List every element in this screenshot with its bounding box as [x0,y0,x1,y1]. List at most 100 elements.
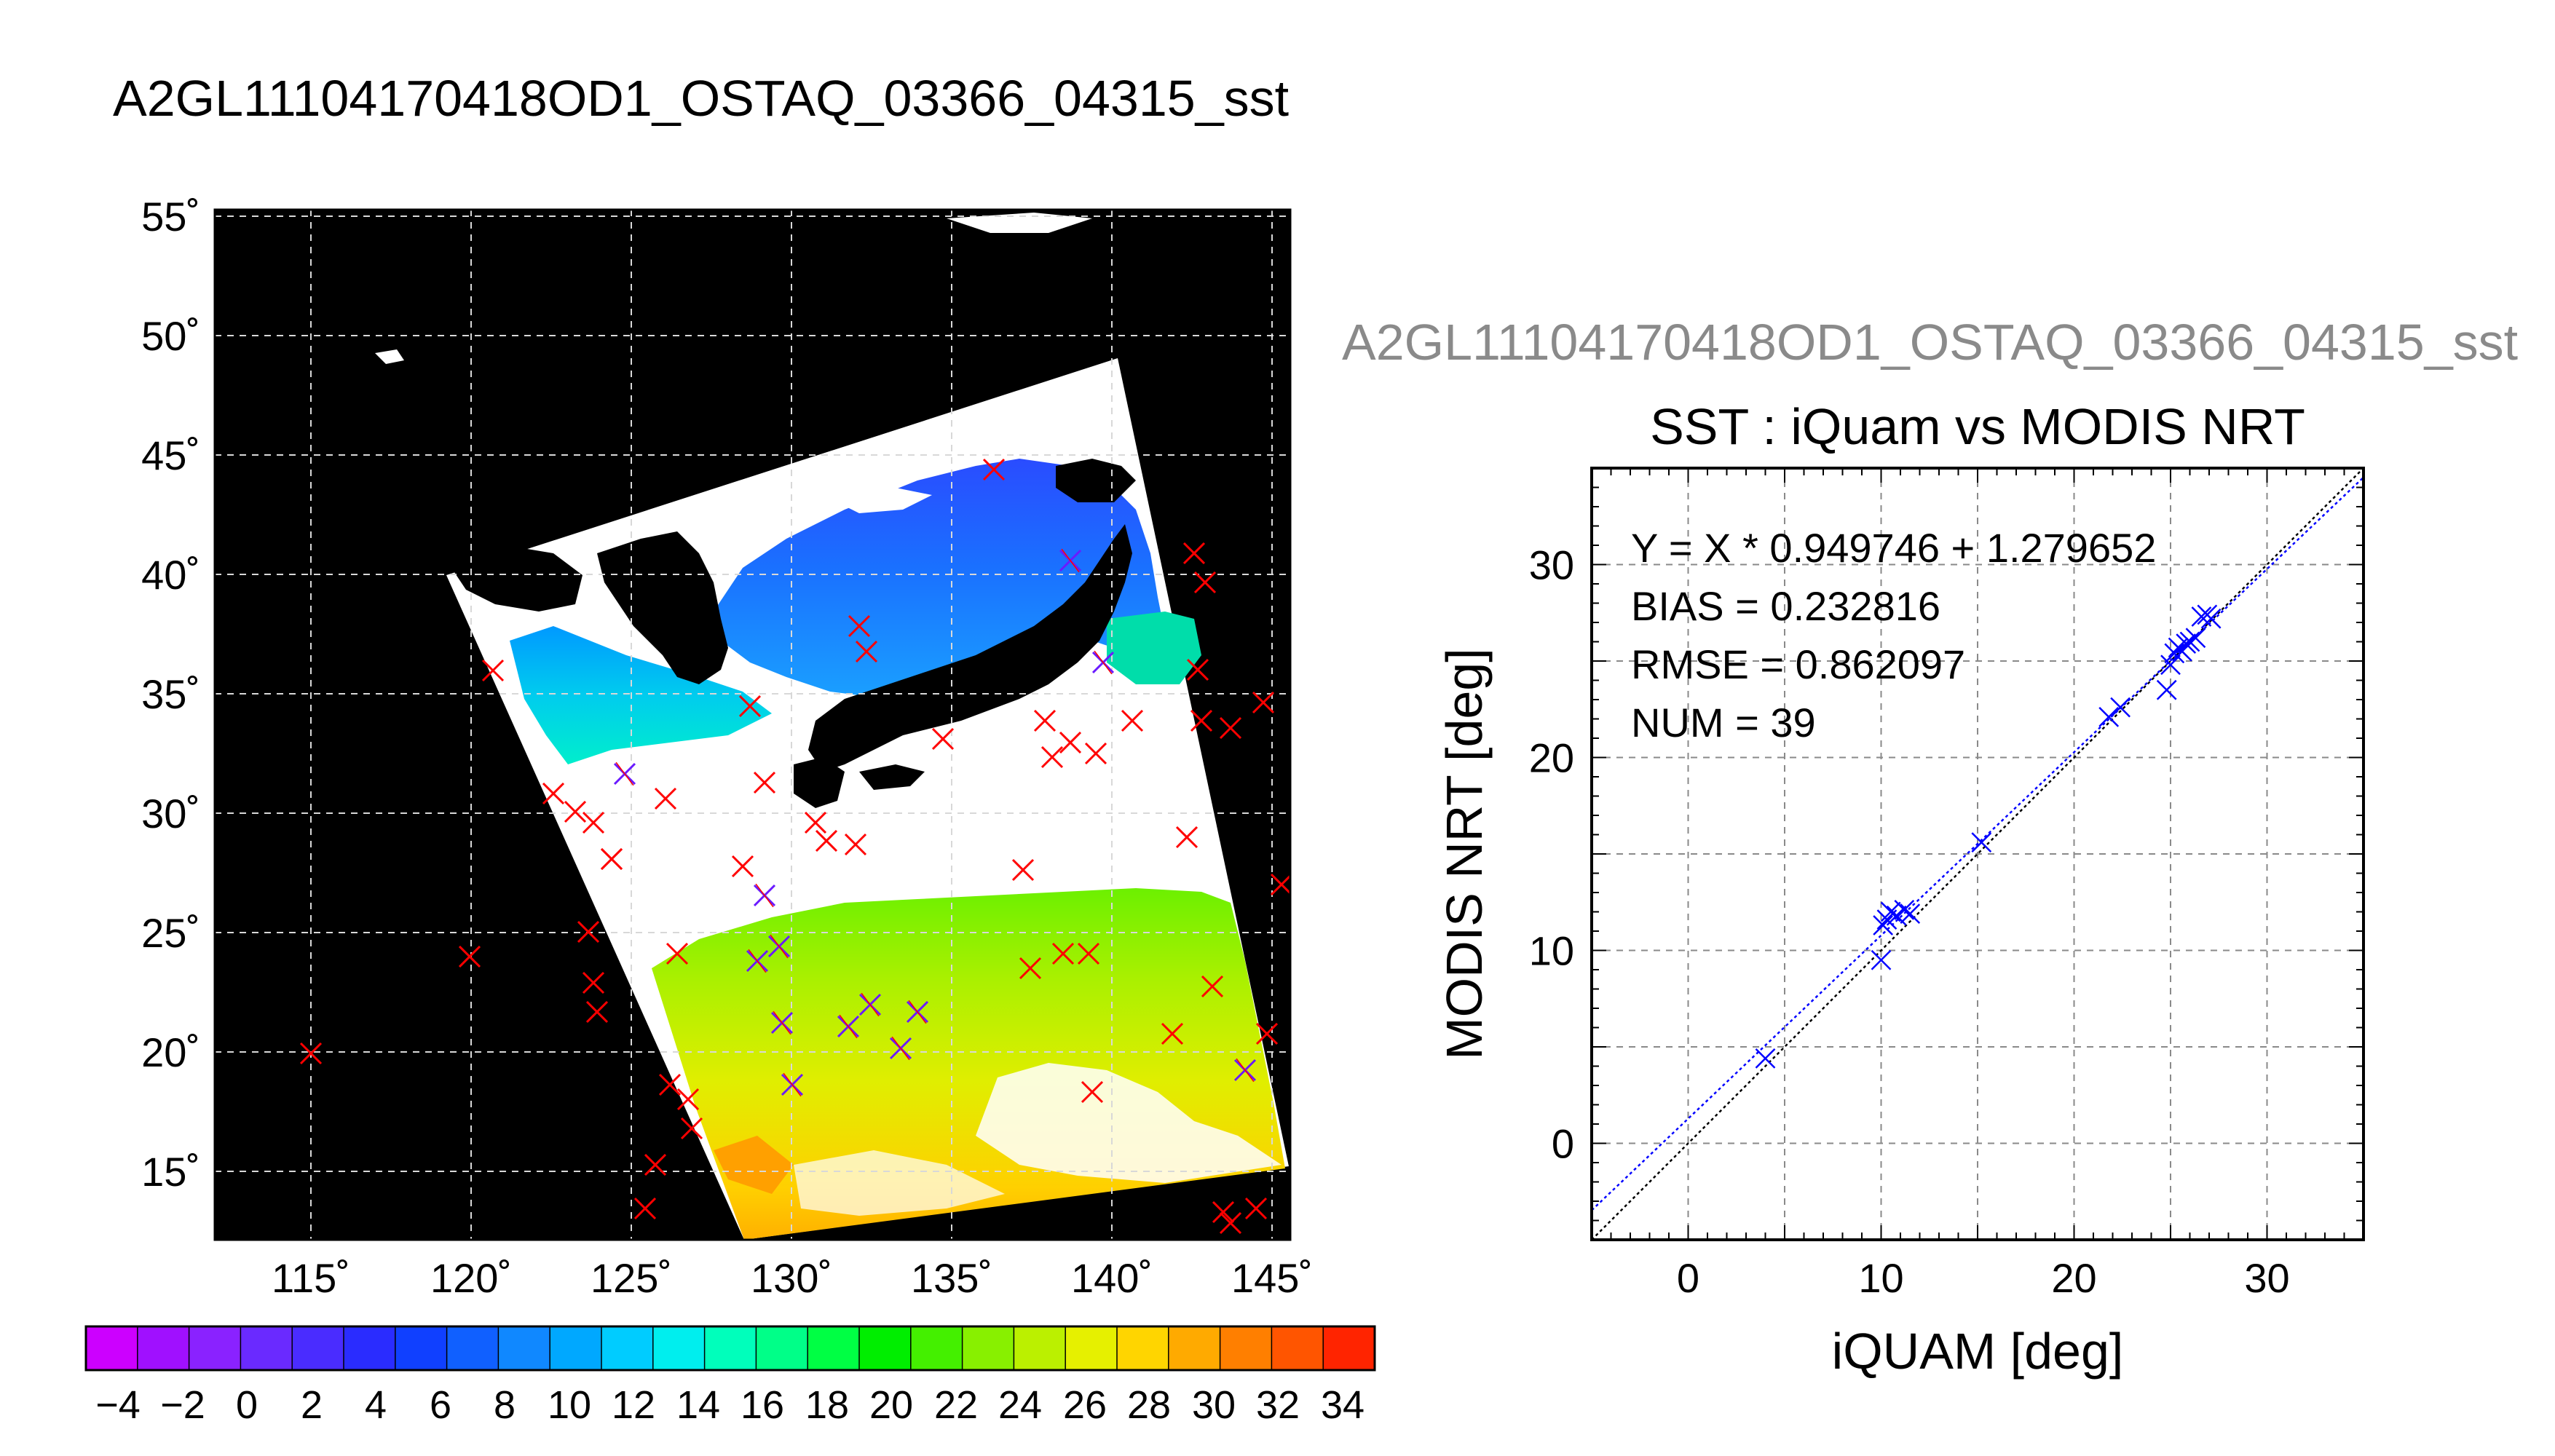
colorbar-cell [756,1326,808,1370]
colorbar-cell [240,1326,293,1370]
station-marker [564,800,587,823]
land-korea [597,531,728,684]
land-kyushu [794,757,845,808]
colorbar-cell [395,1326,448,1370]
colorbar-tick-label: 26 [1063,1383,1107,1427]
station-marker [837,1014,860,1039]
station-marker [582,971,605,994]
station-marker [731,855,754,878]
identity-line [1592,468,2364,1240]
lon-tick-label: 140˚ [1071,1255,1153,1301]
map-grid [215,210,1290,1240]
colorbar-cell [189,1326,241,1370]
data-point [2098,706,2120,727]
station-marker [633,1197,657,1220]
colorbar-tick-label: 34 [1321,1383,1365,1427]
station-marker [658,1073,682,1096]
station-marker [676,1088,700,1111]
station-marker [1059,548,1082,573]
lat-tick-label: 55˚ [141,194,200,240]
colorbar-tick-label: −2 [160,1383,205,1427]
data-point [2156,679,2177,700]
station-marker [613,761,636,786]
station-marker [1081,1080,1104,1104]
station-marker [855,640,878,663]
x-tick-label: 20 [2051,1255,2096,1301]
colorbar-tick-label: −4 [95,1383,141,1427]
north-cloud-2 [375,349,404,364]
colorbar-cell [86,1326,138,1370]
station-marker [1233,1058,1257,1083]
station-marker [1190,709,1213,732]
station-marker [1161,1022,1184,1045]
data-point [1894,899,1915,920]
map-frame [213,208,1292,1241]
lon-tick-label: 125˚ [591,1255,672,1301]
station-marker [1051,942,1075,965]
data-points [1755,604,2222,1069]
station-marker [781,1072,804,1097]
north-cloud-1 [947,213,1092,233]
y-tick-label: 20 [1529,735,1574,781]
lat-axis: 55˚ 50˚ 45˚ 40˚ 35˚ 30˚ 25˚ 20˚ 15˚ [141,194,200,1195]
station-marker [1252,691,1275,714]
colorbar-cell [1065,1326,1118,1370]
colorbar-tick-label: 8 [494,1383,516,1427]
lat-tick-label: 50˚ [141,313,200,359]
colorbar-tick-label: 30 [1192,1383,1236,1427]
lon-axis: 115˚ 120˚ 125˚ 130˚ 135˚ 140˚ 145˚ [272,1255,1313,1301]
data-point [1900,903,1921,925]
station-marker [458,945,481,968]
data-point [1873,915,1894,935]
colorbar-tick-label: 32 [1256,1383,1300,1427]
y-tick-label: 10 [1529,928,1574,974]
lat-tick-label: 20˚ [141,1029,200,1075]
colorbar-tick-label: 22 [934,1383,978,1427]
colorbar-cell [498,1326,550,1370]
rmse-stat: RMSE = 0.862097 [1631,641,1965,687]
x-tick-labels: 0 10 20 30 [1677,1255,2290,1301]
colorbar-tick-label: 4 [365,1383,387,1427]
data-point [1871,949,1892,970]
lon-tick-label: 115˚ [272,1255,350,1301]
colorbar-cell [910,1326,963,1370]
colorbar-tick-label: 14 [676,1383,720,1427]
land-mainland [451,546,583,612]
station-marker [1011,858,1035,882]
station-marker [738,695,762,718]
station-marker [848,614,871,638]
station-marker [1175,826,1198,849]
land-hokkaido [1056,459,1136,502]
scatter-figure-label: A2GL11104170418OD1_OSTAQ_03366_04315_sst [1342,314,2519,371]
station-marker [746,949,769,973]
colorbar-cell [1220,1326,1272,1370]
land-shikoku [859,764,925,790]
data-point [2176,633,2197,654]
colorbar-tick-label: 12 [612,1383,655,1427]
station-marker [982,458,1006,481]
colorbar-tick-label: 0 [236,1383,258,1427]
colorbar-cell [859,1326,912,1370]
x-tick-label: 10 [1858,1255,1903,1301]
colorbar-cell [601,1326,654,1370]
station-marker [858,992,882,1017]
colorbar-cell [1168,1326,1221,1370]
lon-tick-label: 120˚ [430,1255,512,1301]
colorbar-tick-label: 20 [869,1383,913,1427]
station-marker [1121,709,1144,732]
lat-tick-label: 15˚ [141,1149,200,1195]
colorbar-cell [962,1326,1014,1370]
colorbar-cell [652,1326,706,1370]
y-axis-label: MODIS NRT [deg] [1436,648,1493,1059]
swath-cool-west [510,626,772,764]
station-marker [1186,658,1209,681]
station-marker [481,659,505,682]
station-marker [1201,975,1224,998]
y-tick-label: 0 [1552,1121,1574,1167]
station-marker [1059,731,1082,754]
station-marker [1212,1200,1235,1224]
lon-tick-label: 130˚ [751,1255,832,1301]
colorbar-tick-label: 28 [1127,1383,1171,1427]
colorbar-cell [446,1326,499,1370]
